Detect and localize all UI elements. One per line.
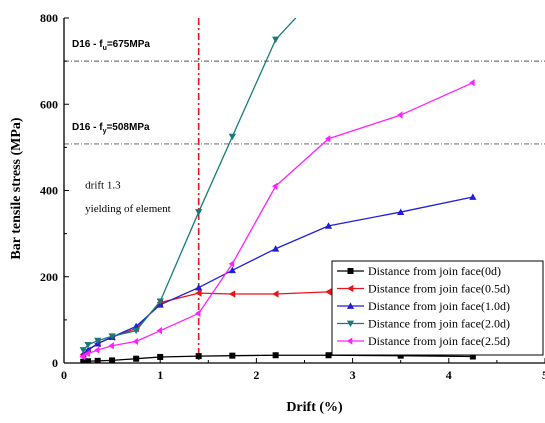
data-point xyxy=(84,342,92,349)
y-tick-label: 800 xyxy=(40,11,58,25)
data-point xyxy=(133,355,140,362)
data-point xyxy=(272,182,278,190)
data-point xyxy=(79,347,87,354)
y-tick-label: 400 xyxy=(40,184,58,198)
legend-marker xyxy=(346,320,355,328)
y-tick-label: 600 xyxy=(40,97,58,111)
x-tick-label: 0 xyxy=(61,368,67,382)
legend-box xyxy=(331,260,544,356)
data-point xyxy=(84,349,90,358)
legend-label: Distance from join face(0.5d) xyxy=(368,282,510,296)
legend-label: Distance from join face(2.0d) xyxy=(368,317,510,331)
data-point xyxy=(108,342,114,350)
reference-label-subscript: y xyxy=(103,128,107,135)
series-4 xyxy=(79,79,475,361)
reference-label-main: D16 - f xyxy=(72,122,103,133)
data-point xyxy=(132,337,138,346)
reference-line-label: D16 - fu=675MPa xyxy=(72,39,150,52)
reference-line-label: D16 - fy=508MPa xyxy=(72,122,150,135)
legend-marker xyxy=(346,337,353,345)
data-point xyxy=(195,283,203,291)
data-point xyxy=(228,266,236,274)
legend-label: Distance from join face(0d) xyxy=(368,264,501,278)
data-point xyxy=(469,79,475,87)
data-point xyxy=(156,327,162,335)
data-point xyxy=(397,111,403,119)
x-tick-label: 1 xyxy=(157,368,163,382)
legend: Distance from join face(0d) Distance from… xyxy=(331,260,544,356)
series-3 xyxy=(79,11,303,354)
data-point xyxy=(94,346,100,354)
series-1 xyxy=(79,288,332,358)
annotations: drift 1.3 yielding of element xyxy=(85,179,171,215)
annotation-yielding: yielding of element xyxy=(85,203,171,215)
data-point xyxy=(108,333,116,340)
reference-label-value: =675MPa xyxy=(107,39,151,50)
data-point xyxy=(228,290,236,298)
data-point xyxy=(195,289,202,297)
data-point xyxy=(195,309,201,318)
data-point xyxy=(469,353,476,360)
data-point xyxy=(272,245,280,252)
reference-label-value: =508MPa xyxy=(106,122,150,133)
x-tick-label: 2 xyxy=(253,368,259,382)
legend-label: Distance from join face(2.5d) xyxy=(368,334,510,348)
x-tick-label: 3 xyxy=(350,368,356,382)
x-tick-label: 4 xyxy=(446,368,452,382)
y-axis-title: Bar tensile stress (MPa) xyxy=(9,117,24,260)
data-point xyxy=(94,357,101,363)
data-point xyxy=(272,36,280,44)
data-point xyxy=(324,288,332,296)
data-point xyxy=(469,193,477,200)
data-point xyxy=(272,290,279,298)
legend-marker xyxy=(346,284,354,293)
x-tick-label: 5 xyxy=(542,368,545,382)
data-point xyxy=(228,133,236,141)
data-point xyxy=(229,352,236,359)
data-point xyxy=(397,352,404,359)
data-point xyxy=(195,209,203,216)
reference-label-subscript: u xyxy=(103,45,107,52)
legend-label: Distance from join face(1.0d) xyxy=(368,299,510,313)
legend-marker xyxy=(347,268,354,274)
legend-marker xyxy=(346,302,355,309)
data-point xyxy=(132,327,140,335)
data-point xyxy=(195,353,202,360)
data-point xyxy=(157,353,164,360)
reference-label-main: D16 - f xyxy=(72,39,103,50)
data-point xyxy=(296,11,303,17)
data-point xyxy=(79,352,86,361)
y-tick-label: 0 xyxy=(52,356,58,370)
data-point xyxy=(228,260,235,268)
x-axis-title: Drift (%) xyxy=(286,400,343,415)
data-point xyxy=(80,358,87,363)
data-point xyxy=(324,135,331,143)
data-point xyxy=(325,352,332,359)
data-point xyxy=(397,208,405,215)
tick-labels: 0 1 2 3 4 5 0 200 400 600 800 xyxy=(40,11,545,382)
data-point xyxy=(156,298,164,305)
data-point xyxy=(85,358,92,363)
annotation-drift: drift 1.3 xyxy=(85,179,121,191)
series-line xyxy=(82,291,329,355)
data-point xyxy=(94,337,102,345)
y-tick-label: 200 xyxy=(40,270,58,284)
data-point xyxy=(272,352,279,359)
series-line xyxy=(82,18,297,351)
data-point xyxy=(324,222,333,229)
